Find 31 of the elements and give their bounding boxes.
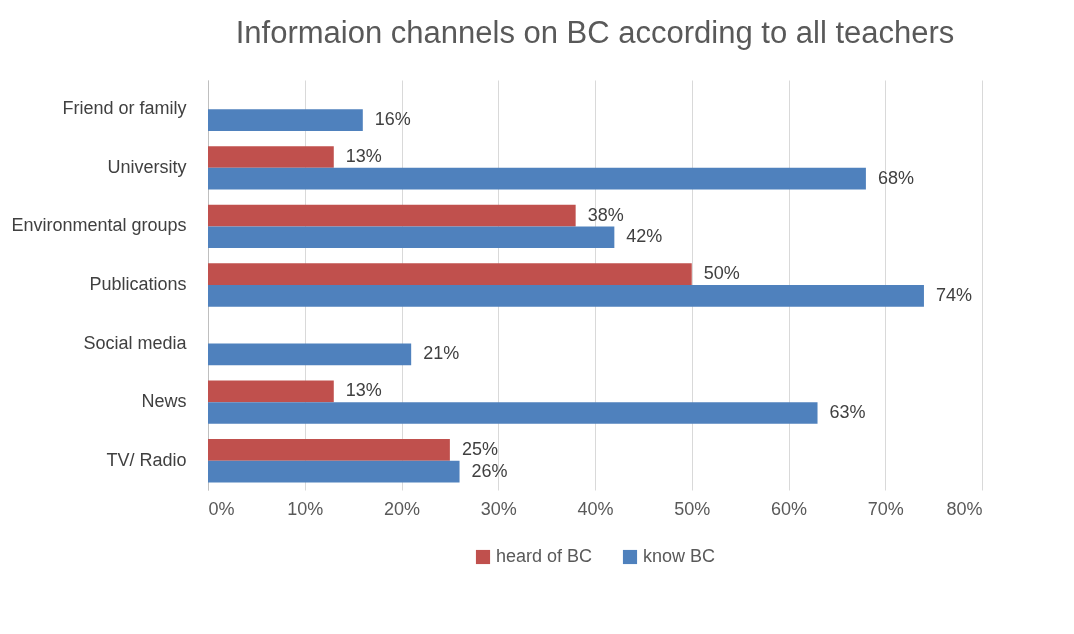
- x-tick-label: 50%: [674, 498, 711, 519]
- y-tick-label: Friend or family: [62, 98, 187, 119]
- data-label: 21%: [423, 343, 460, 364]
- x-tick-label: 30%: [480, 498, 517, 519]
- x-tick-label: 40%: [577, 498, 614, 519]
- legend-label: heard of BC: [496, 546, 593, 566]
- data-label: 26%: [471, 460, 508, 481]
- y-tick-label: Environmental groups: [11, 215, 187, 236]
- data-label: 68%: [877, 167, 914, 188]
- y-tick-label: TV/ Radio: [106, 449, 187, 470]
- chart-title: Informaion channels on BC according to all teachers: [235, 15, 955, 50]
- data-label: 42%: [626, 226, 663, 247]
- x-tick-label: 60%: [770, 498, 808, 519]
- x-tick-label: 80%: [946, 498, 983, 519]
- y-tick-label: Publications: [89, 274, 187, 294]
- data-label: 16%: [374, 109, 411, 130]
- data-label: 50%: [703, 263, 740, 284]
- y-tick-label: Social media: [83, 332, 188, 353]
- x-tick-label: 70%: [867, 498, 904, 519]
- y-tick-label: News: [141, 391, 187, 412]
- x-tick-label: 0%: [208, 498, 235, 519]
- data-label: 13%: [345, 380, 382, 401]
- x-tick-label: 20%: [383, 498, 421, 519]
- data-label: 63%: [829, 401, 866, 422]
- data-label: 74%: [935, 284, 972, 305]
- data-label: 13%: [345, 146, 382, 167]
- x-tick-label: 10%: [287, 498, 324, 519]
- data-label: 25%: [461, 438, 498, 459]
- legend-label: know BC: [643, 546, 716, 566]
- data-label: 38%: [587, 204, 624, 225]
- y-tick-label: University: [107, 156, 187, 177]
